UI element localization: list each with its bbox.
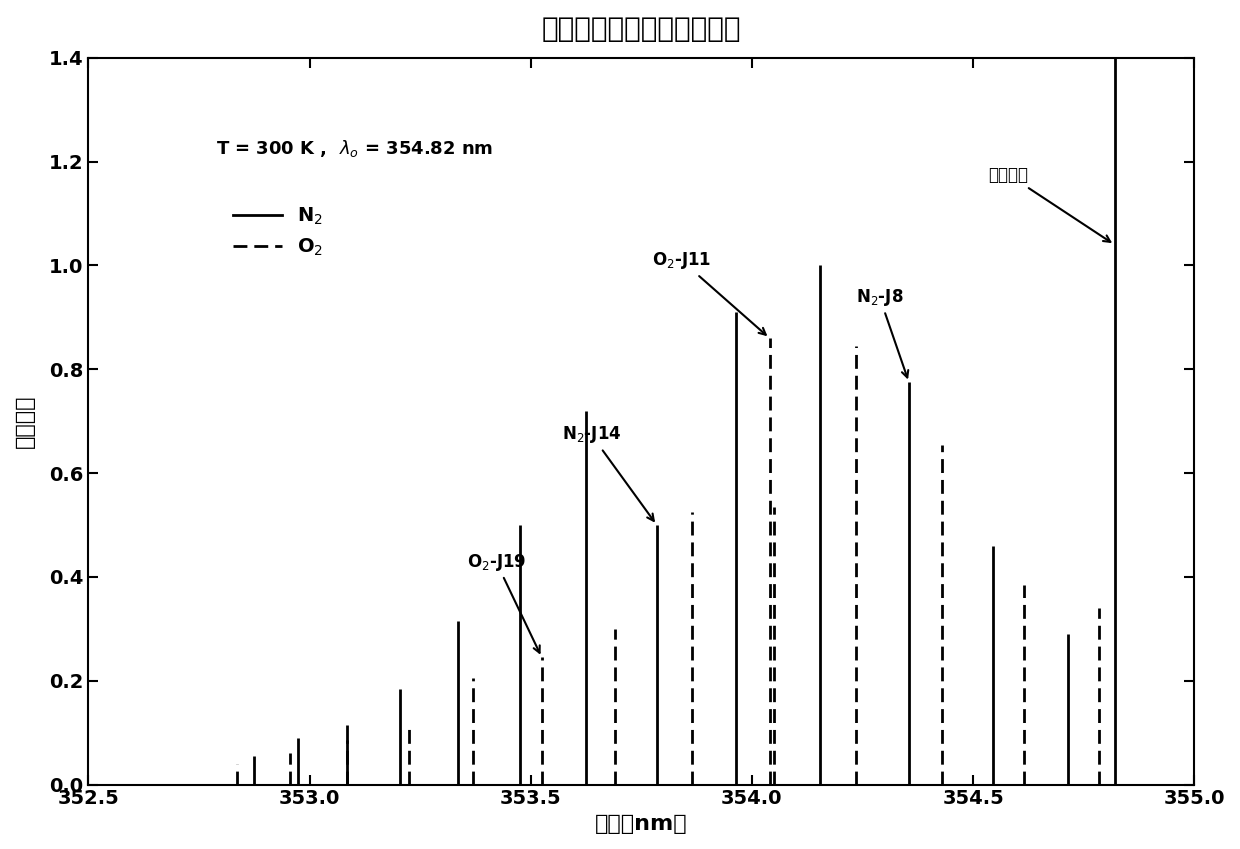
X-axis label: 波长（nm）: 波长（nm） [595, 814, 688, 834]
Text: O$_2$-J11: O$_2$-J11 [652, 250, 766, 335]
Text: N$_2$-J8: N$_2$-J8 [856, 287, 908, 378]
Text: N$_2$-J14: N$_2$-J14 [562, 424, 653, 521]
Text: 弹性信号: 弹性信号 [988, 166, 1110, 242]
Text: T = 300 K ,  $\lambda_o$ = 354.82 nm: T = 300 K , $\lambda_o$ = 354.82 nm [216, 138, 492, 159]
Y-axis label: 相对强度: 相对强度 [15, 395, 35, 448]
Text: O$_2$-J19: O$_2$-J19 [466, 552, 539, 653]
Title: 反斯托克斯纯转动拉曼谱线: 反斯托克斯纯转动拉曼谱线 [542, 15, 742, 43]
Legend: N$_2$, O$_2$: N$_2$, O$_2$ [226, 199, 331, 267]
